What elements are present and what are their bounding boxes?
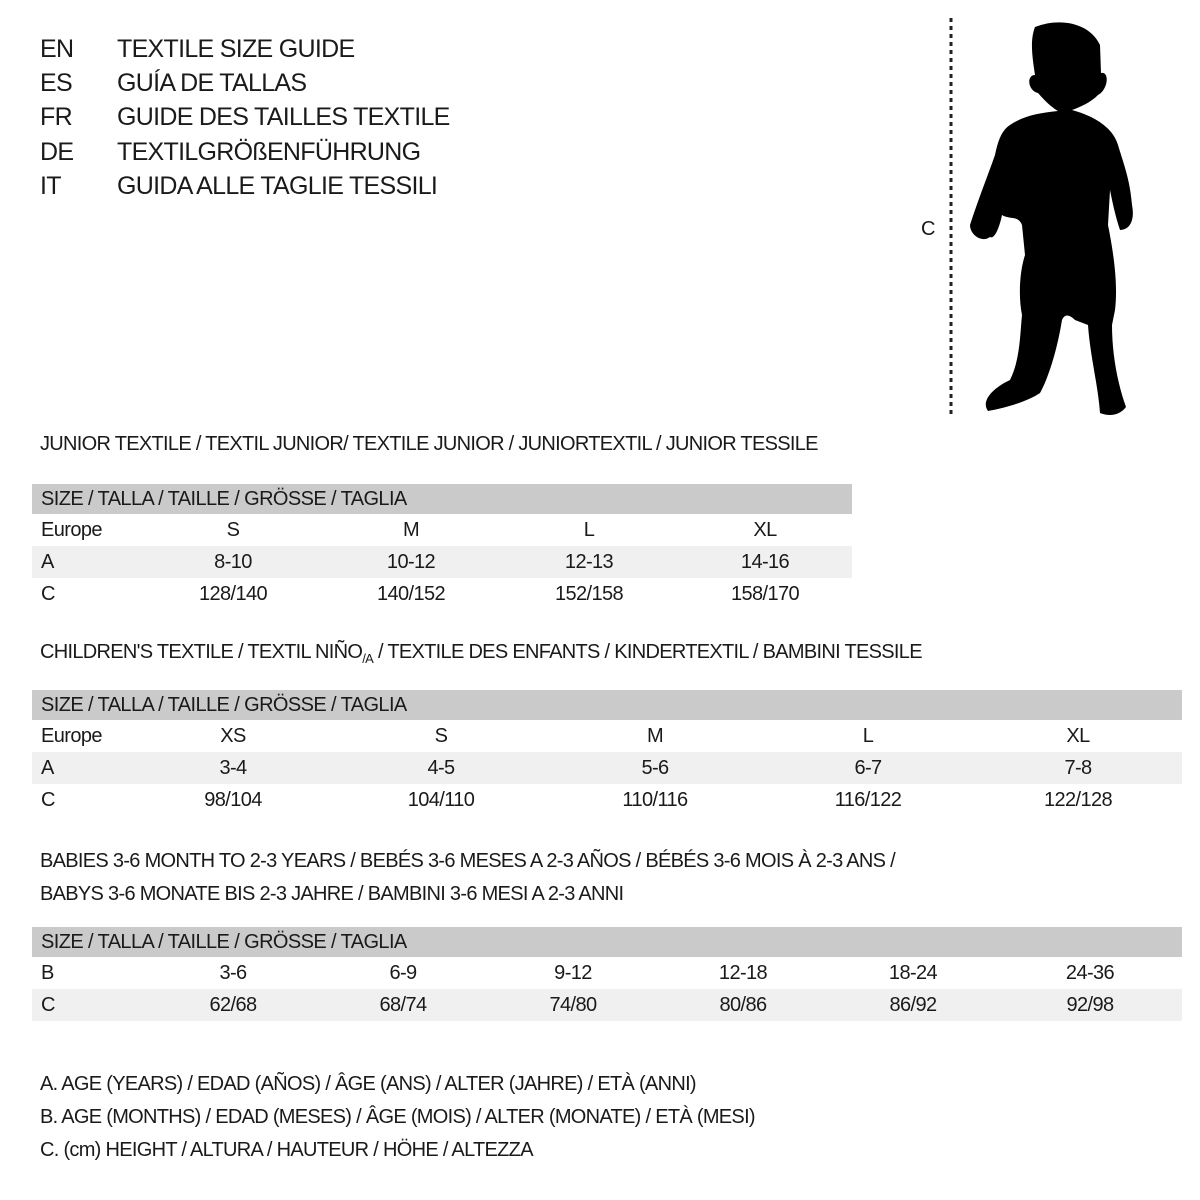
cell: 80/86	[658, 989, 828, 1021]
row-label: A	[32, 752, 132, 784]
cell: 98/104	[204, 788, 262, 811]
lang-title-en: TEXTILE SIZE GUIDE	[117, 35, 355, 63]
babies-section-title-line2: BABYS 3-6 MONATE BIS 2-3 JAHRE / BAMBINI…	[40, 883, 624, 905]
babies-section-title-line1: BABIES 3-6 MONTH TO 2-3 YEARS / BEBÉS 3-…	[40, 850, 896, 872]
cell: 18-24	[888, 961, 938, 984]
title-rest: / TEXTILE DES ENFANTS / KINDERTEXTIL / B…	[373, 641, 923, 663]
children-size-table: SIZE / TALLA / TAILLE / GRÖSSE / TAGLIA …	[32, 690, 1182, 816]
cell: 9-12	[554, 961, 592, 984]
lang-title-it: GUIDA ALLE TAGLIE TESSILI	[117, 172, 438, 200]
lang-code-en: EN	[40, 35, 74, 63]
legend-b: B. AGE (MONTHS) / EDAD (MESES) / ÂGE (MO…	[40, 1106, 756, 1128]
table-row-c: C 98/104 104/110 110/116 116/122 122/128	[32, 784, 1182, 816]
cell: 5-6	[548, 752, 762, 784]
row-label: C	[41, 582, 55, 605]
table-row-b: B 3-6 6-9 9-12 12-18 18-24 24-36	[32, 957, 1182, 989]
cell: M	[646, 724, 664, 747]
table-row-europe: Europe S M L XL	[32, 514, 852, 546]
cell: 3-4	[132, 752, 334, 784]
cell: 3-6	[219, 961, 247, 984]
row-label: Europe	[41, 724, 103, 747]
cell: 74/80	[488, 989, 658, 1021]
height-measure-label: C	[921, 218, 935, 240]
table-row-europe: Europe XS S M L XL	[32, 720, 1182, 752]
row-label: B	[41, 961, 54, 984]
table-row-c: C 62/68 68/74 74/80 80/86 86/92 92/98	[32, 989, 1182, 1021]
lang-code-es: ES	[40, 69, 73, 97]
legend-a: A. AGE (YEARS) / EDAD (AÑOS) / ÂGE (ANS)…	[40, 1073, 697, 1095]
row-label: Europe	[41, 518, 103, 541]
cell: 86/92	[828, 989, 998, 1021]
cell: M	[402, 518, 420, 541]
baby-silhouette-icon	[949, 18, 1133, 415]
table-row-a: A 8-10 10-12 12-13 14-16	[32, 546, 852, 578]
cell: 62/68	[148, 989, 318, 1021]
cell: 128/140	[198, 582, 268, 605]
lang-code-de: DE	[40, 138, 74, 166]
cell: XL	[753, 518, 777, 541]
row-label: C	[41, 788, 55, 811]
children-section-title: CHILDREN'S TEXTILE / TEXTIL NIÑO/A / TEX…	[40, 641, 923, 666]
cell: 7-8	[974, 752, 1182, 784]
cell: 24-36	[1065, 961, 1115, 984]
babies-size-table: SIZE / TALLA / TAILLE / GRÖSSE / TAGLIA …	[32, 927, 1182, 1021]
cell: L	[583, 518, 595, 541]
junior-size-table: SIZE / TALLA / TAILLE / GRÖSSE / TAGLIA …	[32, 484, 852, 610]
cell: 140/152	[376, 582, 446, 605]
lang-title-de: TEXTILGRÖßENFÜHRUNG	[117, 138, 421, 166]
cell: XS	[220, 724, 246, 747]
cell: 6-7	[762, 752, 974, 784]
table-row-a: A 3-4 4-5 5-6 6-7 7-8	[32, 752, 1182, 784]
cell: S	[226, 518, 240, 541]
lang-title-fr: GUIDE DES TAILLES TEXTILE	[117, 103, 450, 131]
cell: L	[862, 724, 874, 747]
cell: 10-12	[322, 546, 500, 578]
cell: 92/98	[998, 989, 1182, 1021]
cell: 8-10	[144, 546, 322, 578]
cell: 68/74	[318, 989, 488, 1021]
cell: 122/128	[1043, 788, 1113, 811]
table-header: SIZE / TALLA / TAILLE / GRÖSSE / TAGLIA	[32, 484, 852, 514]
table-header: SIZE / TALLA / TAILLE / GRÖSSE / TAGLIA	[32, 690, 1182, 720]
cell: 152/158	[554, 582, 624, 605]
cell: 104/110	[407, 788, 475, 811]
cell: 158/170	[730, 582, 800, 605]
lang-code-fr: FR	[40, 103, 73, 131]
cell: 116/122	[834, 788, 902, 811]
cell: 12-13	[500, 546, 678, 578]
lang-code-it: IT	[40, 172, 62, 200]
legend-c: C. (cm) HEIGHT / ALTURA / HAUTEUR / HÖHE…	[40, 1139, 534, 1161]
cell: 110/116	[622, 788, 688, 811]
lang-title-es: GUÍA DE TALLAS	[117, 69, 307, 97]
title-sub: /A	[362, 651, 374, 666]
title-main: CHILDREN'S TEXTILE / TEXTIL NIÑO	[40, 641, 363, 663]
row-label: C	[32, 989, 148, 1021]
row-label: A	[32, 546, 144, 578]
table-header: SIZE / TALLA / TAILLE / GRÖSSE / TAGLIA	[32, 927, 1182, 957]
cell: 4-5	[334, 752, 548, 784]
baby-silhouette-shape	[970, 22, 1133, 415]
junior-section-title: JUNIOR TEXTILE / TEXTIL JUNIOR/ TEXTILE …	[40, 433, 818, 455]
cell: S	[434, 724, 448, 747]
table-row-c: C 128/140 140/152 152/158 158/170	[32, 578, 852, 610]
cell: 12-18	[718, 961, 768, 984]
cell: 6-9	[389, 961, 417, 984]
cell: XL	[1066, 724, 1090, 747]
cell: 14-16	[678, 546, 852, 578]
